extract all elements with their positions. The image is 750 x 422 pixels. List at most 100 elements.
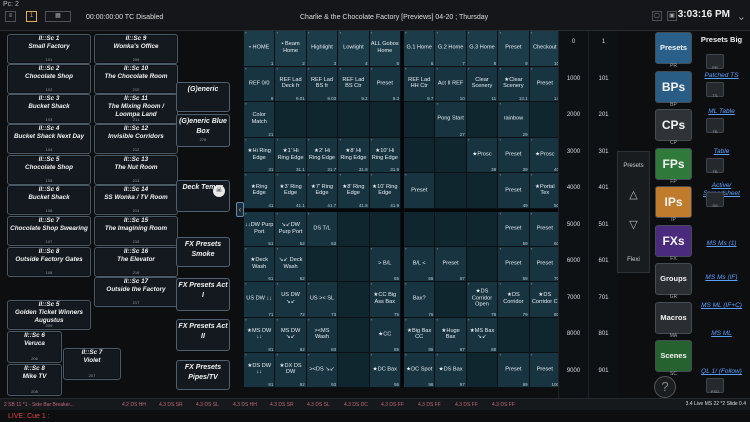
pool-button[interactable]: FXs: [655, 225, 692, 257]
preset-cell[interactable]: T ★DC Bax 95: [370, 353, 401, 388]
executor-item[interactable]: 4.2 DS HH: [122, 400, 146, 410]
macro-button[interactable]: II::Sc 11 The Mixing Room / Loompa Land 21…: [94, 94, 178, 124]
scroll-down-icon[interactable]: ▽: [618, 218, 649, 231]
preset-cell[interactable]: T Color Match 21: [244, 102, 275, 138]
preset-cell[interactable]: T ★CC 85: [370, 318, 401, 353]
preset-cell[interactable]: T REF Lad BS fr 9.03: [307, 67, 338, 103]
side-macro-button[interactable]: FX Presets Act I: [176, 278, 230, 311]
preset-cell[interactable]: T ★DS Corridor C 80: [530, 282, 561, 317]
preset-cell[interactable]: T Act II REF 10: [435, 67, 466, 103]
preset-cell[interactable]: T Checkout 10: [530, 31, 561, 67]
preset-cell[interactable]: T DS T/L 53: [307, 212, 338, 247]
preset-cell[interactable]: T ★Prosc 40: [530, 138, 561, 174]
macro-button[interactable]: II::Sc 17 Outside the Factory 217: [94, 277, 178, 307]
macro-button[interactable]: II::Sc 2 Chocolate Shop 102: [7, 64, 91, 94]
link-item[interactable]: ML Table: [693, 108, 750, 116]
side-macro-button[interactable]: FX Presets Pipes/TV: [176, 360, 230, 390]
executor-item[interactable]: 4.3 DS FF: [381, 400, 404, 410]
preset-cell[interactable]: [338, 282, 369, 317]
preset-cell[interactable]: T G.3 Home 8: [467, 31, 498, 67]
help-icon[interactable]: ?: [654, 376, 676, 398]
preset-cell[interactable]: T ↘↙ Deck Wash 62: [275, 247, 306, 282]
preset-cell[interactable]: T ALL Gobos Home 5: [370, 31, 401, 67]
macro-button[interactable]: II::Sc 16 The Elevator 216: [94, 247, 178, 277]
preset-cell[interactable]: T ★DS Corridor Open 78: [467, 282, 498, 317]
preset-cell[interactable]: T ★1' Hi Ring Edge 31.1: [275, 138, 306, 174]
preset-cell[interactable]: T > B/L 65: [370, 247, 401, 282]
macro-button[interactable]: II::Sc 5 Golden Ticket Winners Augustus 20…: [7, 300, 91, 330]
preset-cell[interactable]: [467, 247, 498, 282]
preset-cell[interactable]: T B/L < 66: [404, 247, 435, 282]
preset-cell[interactable]: T ★DC Spot 96: [404, 353, 435, 388]
macro-button[interactable]: II::Sc 13 The Nut Room 213: [94, 155, 178, 185]
link-item[interactable]: MS ML (IF+C): [693, 302, 750, 310]
blind-toggle-icon[interactable]: ▦: [45, 11, 71, 22]
macro-button[interactable]: II::Sc 12 Invisible Corridors 212: [94, 124, 178, 154]
preset-cell[interactable]: T G.2 Home 7: [435, 31, 466, 67]
preset-cell[interactable]: T REF Lad BS Ctr 9.2: [338, 67, 369, 103]
preset-cell[interactable]: T • HOME 1: [244, 31, 275, 67]
preset-cell[interactable]: T ★Huge Bax 87: [435, 318, 466, 353]
preset-cell[interactable]: T ★10' Ring Edge 41.9: [370, 173, 401, 209]
side-macro-button[interactable]: (G)eneric: [176, 82, 230, 112]
pool-button[interactable]: Presets: [655, 32, 692, 64]
preset-cell[interactable]: T Pong Start 27: [435, 102, 466, 138]
menu-icon[interactable]: ≡: [5, 11, 16, 22]
link-icon[interactable]: PSD: [706, 378, 724, 393]
preset-cell[interactable]: T ><MS Wash 83: [307, 318, 338, 353]
preset-cell[interactable]: T US DW ↘↙ 72: [275, 282, 306, 317]
preset-cell[interactable]: [467, 173, 498, 209]
macro-button[interactable]: II::Sc 3 Bucket Shack 103: [7, 94, 91, 124]
macro-button[interactable]: II::Sc 6 Veruca 206: [7, 331, 62, 363]
preset-cell[interactable]: T Preset 39: [498, 138, 529, 174]
macro-button[interactable]: II::Sc 9 Wonka's Office 209: [94, 34, 178, 64]
link-item[interactable]: Table: [693, 148, 750, 156]
preset-cell[interactable]: T Preset 69: [498, 247, 529, 282]
preset-cell[interactable]: T REF 0/0 9: [244, 67, 275, 103]
preset-cell[interactable]: [307, 102, 338, 138]
preset-cell[interactable]: [338, 102, 369, 138]
preset-cell[interactable]: [338, 353, 369, 388]
flexi-label[interactable]: Flexi: [618, 257, 649, 263]
preset-cell[interactable]: [275, 102, 306, 138]
preset-cell[interactable]: T Preset 9: [498, 31, 529, 67]
lock-icon[interactable]: ▢: [652, 11, 662, 21]
preset-cell[interactable]: T Preset 59: [498, 212, 529, 247]
side-macro-button[interactable]: FX Presets Smoke: [176, 237, 230, 267]
preset-cell[interactable]: T ★8' Ring Edge 41.8: [338, 173, 369, 209]
macro-button[interactable]: II::Sc 15 The Imagining Room 215: [94, 216, 178, 246]
executor-item[interactable]: 4.3 DS HH: [233, 400, 257, 410]
preset-cell[interactable]: [435, 212, 466, 247]
macro-button[interactable]: II::Sc 10 The Chocolate Room 210: [94, 64, 178, 94]
preset-cell[interactable]: [338, 212, 369, 247]
preset-cell[interactable]: T ★8' Hi Ring Edge 31.8: [338, 138, 369, 174]
preset-cell[interactable]: T Preset 9.3: [370, 67, 401, 103]
preset-cell[interactable]: [404, 212, 435, 247]
link-item[interactable]: MS Ms (IF): [693, 274, 750, 282]
preset-cell[interactable]: T ★MS DW ↓↓ 81: [244, 318, 275, 353]
preset-cell[interactable]: T REF Lad HH Ctr 9.7: [404, 67, 435, 103]
fold-icon[interactable]: ⌄: [737, 10, 746, 23]
preset-cell[interactable]: T ★7' Ring Edge 41.7: [307, 173, 338, 209]
preset-cell[interactable]: T MS DW ↘↙ 82: [275, 318, 306, 353]
preset-cell[interactable]: T ★10' Hi Ring Edge 31.9: [370, 138, 401, 174]
executor-item[interactable]: 4.3 DS FF: [418, 400, 441, 410]
preset-cell[interactable]: [338, 247, 369, 282]
macro-button[interactable]: II::Sc 8 Outside Factory Gates 108: [7, 247, 91, 277]
preset-cell[interactable]: T Preset 70: [530, 247, 561, 282]
preset-cell[interactable]: T ★DS Bax 97: [435, 353, 466, 388]
preset-cell[interactable]: [435, 173, 466, 209]
preset-cell[interactable]: [435, 282, 466, 317]
pool-button[interactable]: Macros: [655, 302, 692, 334]
preset-cell[interactable]: T ★2' Hi Ring Edge 31.7: [307, 138, 338, 174]
macro-button[interactable]: II::Sc 7 Violet 207: [63, 348, 121, 380]
preset-cell[interactable]: T Highlight 3: [307, 31, 338, 67]
link-icon[interactable]: TB: [706, 158, 724, 173]
link-item[interactable]: MS ML: [693, 330, 750, 338]
side-macro-button[interactable]: (G)eneric Blue Box 276: [176, 114, 230, 147]
executor-item[interactable]: 4.3 DS DC: [344, 400, 368, 410]
preset-cell[interactable]: [530, 318, 561, 353]
fullscreen-icon[interactable]: ▣: [667, 11, 677, 21]
link-item[interactable]: Presets Big: [693, 36, 750, 44]
preset-cell[interactable]: T ★3' Ring Edge 41.1: [275, 173, 306, 209]
